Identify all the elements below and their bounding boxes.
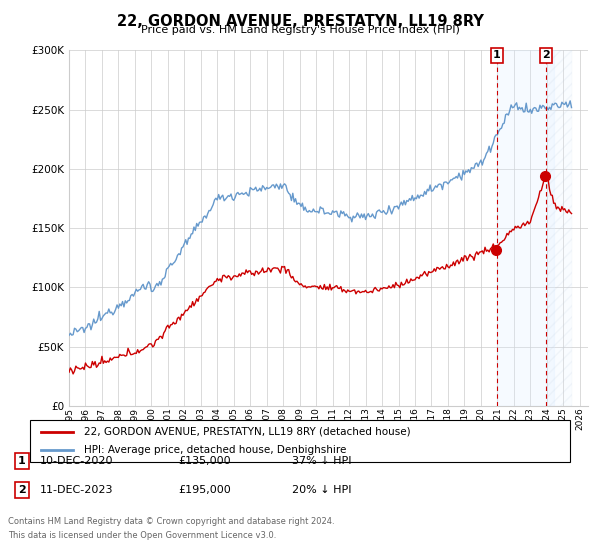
Text: 22, GORDON AVENUE, PRESTATYN, LL19 8RY (detached house): 22, GORDON AVENUE, PRESTATYN, LL19 8RY (… bbox=[84, 427, 410, 437]
Text: Contains HM Land Registry data © Crown copyright and database right 2024.: Contains HM Land Registry data © Crown c… bbox=[8, 517, 335, 526]
Text: Price paid vs. HM Land Registry's House Price Index (HPI): Price paid vs. HM Land Registry's House … bbox=[140, 25, 460, 35]
Text: HPI: Average price, detached house, Denbighshire: HPI: Average price, detached house, Denb… bbox=[84, 445, 346, 455]
Text: 1: 1 bbox=[18, 456, 26, 466]
Text: This data is licensed under the Open Government Licence v3.0.: This data is licensed under the Open Gov… bbox=[8, 531, 277, 540]
Text: 20% ↓ HPI: 20% ↓ HPI bbox=[292, 485, 352, 495]
Text: 1: 1 bbox=[493, 50, 500, 60]
Text: 37% ↓ HPI: 37% ↓ HPI bbox=[292, 456, 352, 466]
FancyBboxPatch shape bbox=[30, 420, 570, 462]
Text: 2: 2 bbox=[18, 485, 26, 495]
Text: £135,000: £135,000 bbox=[178, 456, 230, 466]
Text: 2: 2 bbox=[542, 50, 550, 60]
Text: 11-DEC-2023: 11-DEC-2023 bbox=[40, 485, 113, 495]
Text: 22, GORDON AVENUE, PRESTATYN, LL19 8RY: 22, GORDON AVENUE, PRESTATYN, LL19 8RY bbox=[116, 14, 484, 29]
Text: 10-DEC-2020: 10-DEC-2020 bbox=[40, 456, 113, 466]
Text: £195,000: £195,000 bbox=[178, 485, 231, 495]
